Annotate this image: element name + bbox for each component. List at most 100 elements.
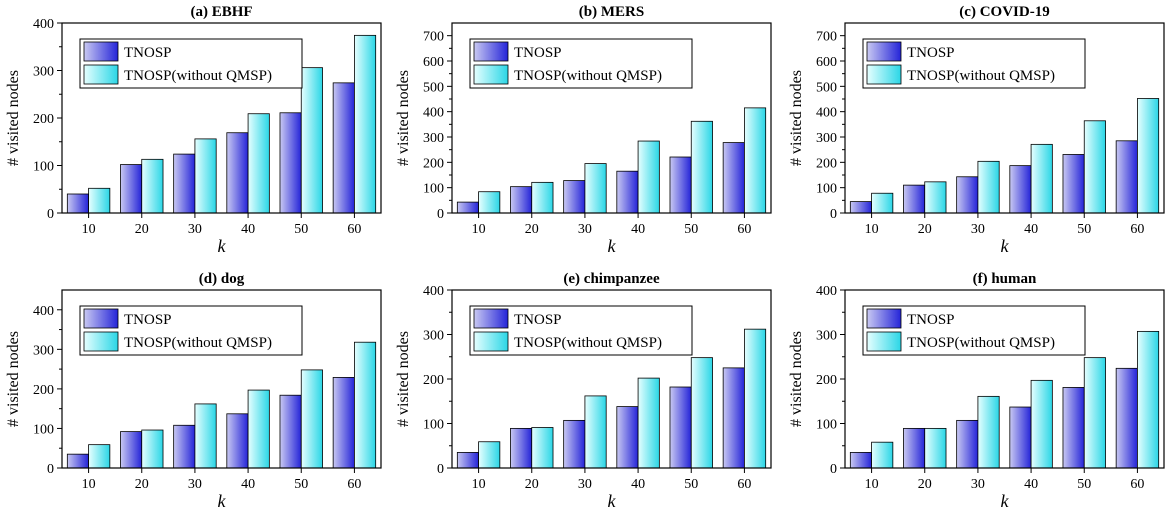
y-tick-label: 200 xyxy=(423,373,444,388)
x-axis-label: k xyxy=(218,236,227,256)
chart-title: (b) MERS xyxy=(579,4,644,20)
y-tick-label: 700 xyxy=(816,30,837,45)
legend-label-tnosp: TNOSP xyxy=(907,45,955,61)
bar-tnosp-without-qmsp-k40 xyxy=(247,113,270,214)
x-tick-label: 30 xyxy=(971,477,985,492)
bar-tnosp-without-qmsp-k30 xyxy=(977,160,1000,214)
bar-tnosp-without-qmsp-k10 xyxy=(871,441,894,469)
chart-title: (d) dog xyxy=(199,271,245,287)
legend-swatch-tnosp-without-qmsp xyxy=(473,64,509,85)
x-tick-label: 10 xyxy=(82,477,96,492)
x-tick-label: 30 xyxy=(578,222,592,237)
legend-label-tnosp-without-qmsp: TNOSP(without QMSP) xyxy=(124,335,272,351)
legend-swatch-tnosp xyxy=(473,41,509,62)
y-tick-label: 300 xyxy=(423,131,444,146)
x-tick-label: 20 xyxy=(525,477,539,492)
chart-panel-2: (b) MERS 0 100 200 300 400 500 600 700 10 20 30 40 50… xyxy=(395,4,772,256)
bar-tnosp-k10 xyxy=(849,452,872,469)
legend-label-tnosp: TNOSP xyxy=(124,312,172,328)
x-axis-label: k xyxy=(1001,236,1010,256)
bar-tnosp-without-qmsp-k10 xyxy=(478,191,501,214)
legend-label-tnosp-without-qmsp: TNOSP(without QMSP) xyxy=(124,68,272,84)
x-tick-label: 40 xyxy=(241,477,255,492)
chart-panel-6: (f) human 0 100 200 300 400 10 20 30 40 50 60 k # vis… xyxy=(788,271,1165,510)
bar-tnosp-without-qmsp-k10 xyxy=(88,444,111,469)
y-tick-label: 300 xyxy=(33,343,54,358)
bar-tnosp-without-qmsp-k20 xyxy=(924,427,947,469)
x-tick-label: 20 xyxy=(918,477,932,492)
legend-swatch-tnosp xyxy=(866,308,902,329)
bar-tnosp-without-qmsp-k30 xyxy=(584,395,607,469)
x-tick-label: 20 xyxy=(525,222,539,237)
x-tick-label: 20 xyxy=(135,477,149,492)
y-tick-label: 400 xyxy=(423,106,444,121)
bar-tnosp-k10 xyxy=(66,453,89,469)
bar-tnosp-k10 xyxy=(849,201,872,214)
bar-tnosp-without-qmsp-k20 xyxy=(924,181,947,214)
y-axis-label: # visited nodes xyxy=(5,70,22,166)
legend-label-tnosp-without-qmsp: TNOSP(without QMSP) xyxy=(907,68,1055,84)
y-axis-label: # visited nodes xyxy=(395,70,412,166)
x-tick-label: 40 xyxy=(631,477,645,492)
y-tick-label: 300 xyxy=(33,65,54,80)
bar-tnosp-k50 xyxy=(279,394,302,469)
chart-panel-3: (c) COVID-19 0 100 200 300 400 500 600 700 10 20 30… xyxy=(788,4,1165,256)
x-tick-label: 30 xyxy=(188,222,202,237)
bar-tnosp-k10 xyxy=(66,193,89,214)
plot-frame xyxy=(61,289,382,469)
y-tick-label: 600 xyxy=(816,55,837,70)
x-tick-label: 50 xyxy=(1077,222,1091,237)
y-tick-label: 0 xyxy=(437,462,444,477)
bar-tnosp-k50 xyxy=(1062,387,1085,469)
y-tick-label: 200 xyxy=(33,383,54,398)
bar-tnosp-k50 xyxy=(1062,154,1085,214)
bar-tnosp-without-qmsp-k30 xyxy=(977,395,1000,469)
bar-tnosp-without-qmsp-k40 xyxy=(1030,379,1053,469)
y-tick-label: 200 xyxy=(816,156,837,171)
chart-title: (a) EBHF xyxy=(190,4,252,20)
y-tick-label: 100 xyxy=(423,418,444,433)
bar-tnosp-k20 xyxy=(510,427,533,469)
bar-tnosp-without-qmsp-k10 xyxy=(478,441,501,469)
y-tick-label: 100 xyxy=(33,160,54,175)
bar-tnosp-k10 xyxy=(456,201,479,214)
y-tick-label: 300 xyxy=(816,131,837,146)
bar-tnosp-k40 xyxy=(1009,165,1032,214)
legend-swatch-tnosp xyxy=(866,41,902,62)
bar-tnosp-without-qmsp-k50 xyxy=(300,67,323,214)
bar-tnosp-without-qmsp-k10 xyxy=(88,187,111,214)
legend-swatch-tnosp-without-qmsp xyxy=(866,64,902,85)
bar-tnosp-without-qmsp-k60 xyxy=(744,107,767,214)
bar-tnosp-without-qmsp-k40 xyxy=(637,377,660,469)
x-tick-label: 30 xyxy=(188,477,202,492)
legend-label-tnosp: TNOSP xyxy=(514,45,562,61)
x-tick-label: 10 xyxy=(472,477,486,492)
bar-tnosp-without-qmsp-k50 xyxy=(1083,357,1106,469)
bar-tnosp-k60 xyxy=(722,142,745,214)
bar-tnosp-k40 xyxy=(226,413,249,469)
y-tick-label: 500 xyxy=(816,80,837,95)
x-axis-label: k xyxy=(608,491,617,510)
y-tick-label: 400 xyxy=(423,284,444,299)
chart-panel-4: (d) dog 0 100 200 300 400 10 20 30 40 50 60 k # visit… xyxy=(5,271,382,510)
bar-tnosp-k20 xyxy=(120,431,143,469)
bar-tnosp-without-qmsp-k30 xyxy=(194,403,217,469)
y-tick-label: 300 xyxy=(816,329,837,344)
bar-tnosp-k60 xyxy=(722,367,745,469)
x-tick-label: 30 xyxy=(971,222,985,237)
y-tick-label: 200 xyxy=(33,112,54,127)
bar-tnosp-k60 xyxy=(1115,140,1138,214)
x-tick-label: 60 xyxy=(347,222,361,237)
y-tick-label: 200 xyxy=(423,156,444,171)
y-axis-label: # visited nodes xyxy=(395,331,412,427)
chart-title: (f) human xyxy=(973,271,1037,287)
x-tick-label: 50 xyxy=(294,477,308,492)
y-tick-label: 400 xyxy=(816,284,837,299)
legend-swatch-tnosp xyxy=(83,308,119,329)
legend-swatch-tnosp xyxy=(473,308,509,329)
bar-tnosp-k50 xyxy=(669,386,692,469)
y-tick-label: 0 xyxy=(47,207,54,222)
bar-tnosp-k30 xyxy=(173,153,196,214)
plot-frame xyxy=(844,22,1165,214)
bar-tnosp-without-qmsp-k20 xyxy=(141,158,164,214)
